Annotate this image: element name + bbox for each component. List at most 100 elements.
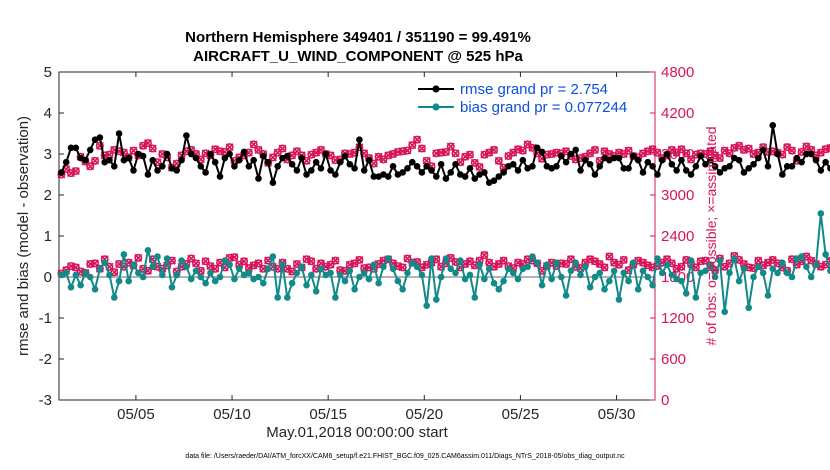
rmse-point — [769, 122, 777, 129]
y-tick-label: 1 — [44, 228, 52, 245]
rmse-point — [332, 171, 339, 178]
rmse-point — [687, 171, 695, 178]
rmse-point — [827, 165, 830, 172]
obs-possible-marker — [706, 147, 715, 156]
obs-assimilated-marker — [192, 259, 200, 268]
rmse-point — [692, 163, 700, 170]
rmse-point — [192, 154, 200, 162]
bias-point — [582, 263, 589, 271]
bias-point — [668, 271, 676, 279]
rmse-point — [404, 165, 411, 172]
rmse-point — [58, 169, 65, 176]
x-tick-label: 05/20 — [406, 406, 444, 423]
bias-point — [533, 259, 541, 266]
bias-point — [759, 269, 767, 277]
rmse-point — [481, 169, 488, 176]
obs-assimilated-marker — [225, 143, 234, 152]
rmse-point — [284, 152, 291, 160]
bias-point — [606, 277, 613, 285]
bias-point — [457, 257, 464, 264]
obs-possible-marker — [725, 149, 734, 158]
x-tick-label: 05/10 — [213, 406, 251, 423]
obs-assimilated-marker — [490, 145, 498, 154]
bias-point — [62, 269, 70, 277]
rmse-point — [96, 134, 104, 141]
rmse-point — [596, 163, 604, 170]
right-y-tick-label: 4200 — [661, 105, 694, 122]
obs-possible-marker — [470, 158, 479, 167]
bias-point — [538, 281, 546, 289]
obs-possible-marker — [71, 167, 80, 176]
bias-point — [514, 275, 522, 283]
obs-possible-marker — [701, 256, 710, 265]
obs-possible-marker — [475, 162, 484, 171]
bias-point — [413, 263, 421, 271]
x-tick-label: 05/05 — [117, 406, 155, 423]
rmse-point — [817, 167, 825, 174]
bias-point — [442, 255, 450, 262]
obs-assimilated-marker — [682, 149, 691, 158]
bias-point — [726, 269, 733, 277]
bias-point — [168, 283, 176, 291]
obs-assimilated-marker — [715, 154, 724, 163]
bias-point — [812, 261, 820, 269]
obs-possible-marker — [826, 143, 830, 152]
bias-point — [553, 259, 560, 266]
bias-point — [452, 269, 459, 277]
obs-assimilated-marker — [278, 144, 287, 153]
legend-rmse-label: rmse grand pr = 2.754 — [460, 81, 608, 98]
rmse-point — [572, 146, 579, 154]
obs-possible-marker — [619, 255, 628, 264]
plot-area — [58, 71, 656, 401]
rmse-point — [649, 163, 656, 170]
rmse-point — [562, 158, 570, 166]
bias-point — [149, 263, 157, 271]
x-tick-label: 05/15 — [309, 406, 347, 423]
obs-possible-marker — [735, 141, 744, 150]
bias-point — [221, 257, 229, 264]
bias-point — [159, 271, 166, 279]
y-tick-label: -2 — [39, 351, 52, 368]
rmse-series — [58, 122, 830, 186]
bias-point — [351, 286, 358, 293]
obs-possible-marker — [465, 150, 474, 159]
obs-possible-marker — [316, 145, 325, 154]
bias-point — [745, 304, 753, 312]
bias-point — [692, 294, 700, 301]
right-y-tick-label: 600 — [661, 351, 686, 368]
bias-point — [476, 261, 483, 269]
obs-assimilated-marker — [230, 253, 239, 262]
bias-point — [798, 253, 805, 260]
bias-point — [702, 267, 709, 275]
bias-point — [481, 275, 488, 283]
bias-point — [596, 269, 604, 277]
bias-point — [543, 261, 551, 269]
obs-possible-marker — [129, 146, 138, 155]
obs-assimilated-marker — [71, 167, 80, 176]
obs-possible-marker — [134, 253, 143, 262]
rmse-point — [125, 154, 132, 162]
rmse-point — [591, 171, 599, 178]
rmse-point — [62, 158, 70, 166]
obs-possible-marker — [148, 144, 157, 153]
rmse-point — [774, 150, 781, 158]
rmse-point — [327, 167, 334, 174]
bias-point — [509, 269, 517, 277]
right-y-tick-label: 2400 — [661, 228, 694, 245]
obs-possible-marker — [408, 141, 417, 150]
bias-point — [384, 255, 392, 262]
rmse-point — [803, 150, 810, 158]
rmse-point — [682, 167, 690, 174]
rmse-point — [370, 173, 378, 180]
obs-possible-marker — [417, 144, 426, 153]
rmse-point — [663, 150, 671, 158]
rmse-point — [620, 165, 628, 172]
rmse-point — [303, 171, 310, 178]
obs-possible-marker — [677, 145, 686, 154]
y-tick-label: 5 — [44, 64, 52, 81]
bias-point — [750, 273, 757, 281]
legend-bias-label: bias grand pr = 0.077244 — [460, 99, 627, 116]
rmse-point — [639, 169, 647, 176]
rmse-point — [745, 165, 753, 172]
rmse-point — [346, 160, 354, 168]
